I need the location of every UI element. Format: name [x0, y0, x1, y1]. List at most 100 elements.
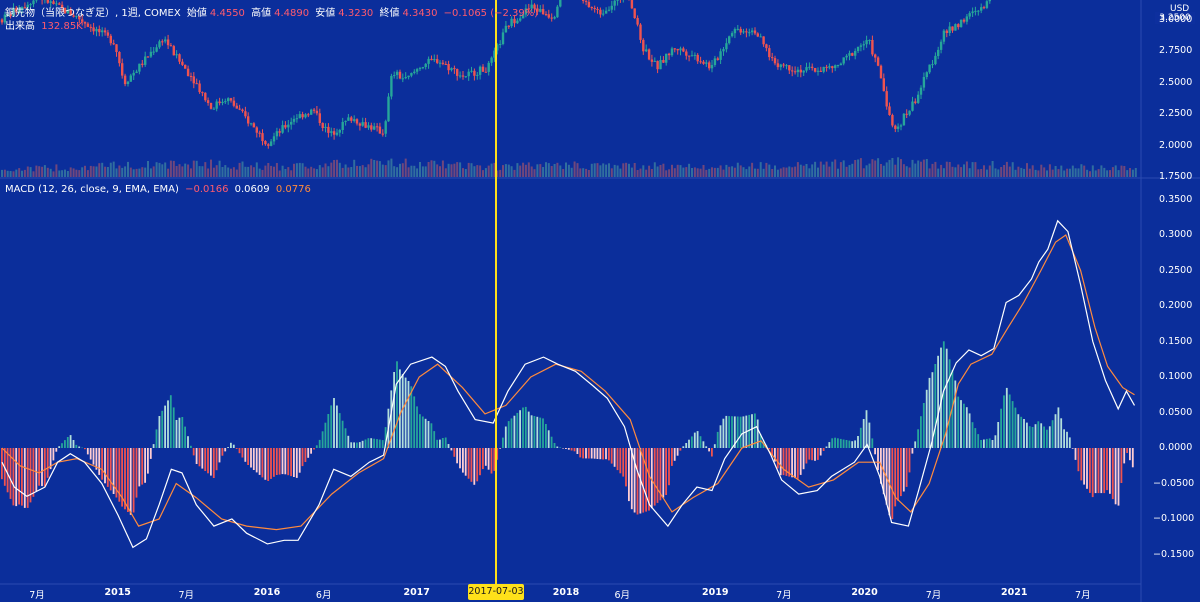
volume-bar — [504, 164, 507, 177]
macd-legend: MACD (12, 26, close, 9, EMA, EMA) −0.016… — [5, 184, 314, 195]
histogram-bar — [756, 419, 759, 448]
candle-body — [315, 110, 319, 114]
candle-body — [808, 66, 811, 68]
candle-body — [298, 114, 301, 119]
histogram-bar — [1123, 448, 1126, 464]
histogram-bar — [1040, 423, 1043, 448]
volume-bar — [937, 168, 940, 177]
histogram-bar — [633, 448, 636, 513]
histogram-bar — [118, 448, 121, 502]
volume-bar — [399, 163, 401, 177]
volume-bar — [32, 171, 35, 177]
candle-body — [318, 113, 321, 123]
candle-body — [582, 0, 585, 1]
histogram-bar — [184, 426, 186, 448]
histogram-bar — [15, 448, 18, 507]
candlesticks — [0, 0, 991, 149]
candle-body — [146, 56, 150, 58]
volume-bar — [963, 164, 965, 177]
histogram-bar — [1117, 448, 1120, 506]
candle-body — [891, 115, 894, 126]
candle-body — [759, 36, 762, 38]
histogram-bar — [1131, 448, 1134, 468]
volume-bar — [310, 166, 313, 177]
histogram-bar — [653, 448, 656, 506]
volume-bar — [917, 160, 920, 177]
histogram-bar — [808, 448, 811, 460]
candle-body — [324, 126, 327, 128]
volume-bar — [273, 166, 275, 177]
histogram-bar — [590, 448, 593, 459]
histogram-bar — [187, 436, 189, 448]
volume-bar — [261, 169, 264, 177]
histogram-bar — [934, 364, 937, 448]
volume-bar — [928, 168, 931, 177]
volume-bar — [390, 158, 393, 177]
candle-body — [312, 109, 316, 111]
macd-tick-label: 0.3000 — [1159, 229, 1193, 240]
histogram-bar — [175, 420, 178, 448]
volume-bar — [1131, 169, 1134, 177]
histogram-bar — [977, 434, 980, 448]
candle-body — [773, 58, 777, 64]
candle-body — [470, 70, 473, 72]
volume-bar — [444, 168, 447, 177]
histogram-bar — [539, 417, 542, 448]
volume-bar — [92, 166, 95, 177]
volume-bar — [567, 164, 570, 177]
macd-tick-label: −0.1500 — [1153, 548, 1195, 560]
histogram-bar — [313, 448, 315, 450]
histogram-bar — [716, 431, 719, 448]
histogram-bar — [261, 448, 264, 478]
histogram-bar — [112, 448, 115, 494]
volume-bar — [522, 162, 525, 177]
volume-bar — [212, 167, 215, 177]
histogram-bar — [702, 441, 705, 448]
histogram-bar — [1026, 422, 1028, 448]
candle-body — [292, 118, 296, 122]
histogram-bar — [487, 448, 490, 470]
histogram-bar — [482, 448, 484, 470]
volume-bar — [900, 159, 902, 177]
histogram-bar — [459, 448, 461, 469]
histogram-bar — [900, 448, 902, 497]
candle-body — [499, 44, 502, 45]
volume-bar — [897, 157, 900, 177]
candle-body — [919, 87, 923, 95]
histogram-bar — [52, 448, 55, 461]
candle-body — [642, 39, 645, 52]
volume-bar — [957, 164, 960, 177]
volume-bar — [696, 168, 699, 177]
volume-bar — [562, 169, 565, 177]
candle-body — [504, 25, 508, 33]
candle-body — [739, 28, 742, 33]
histogram-bar — [164, 405, 166, 448]
candle-body — [209, 103, 213, 109]
histogram-bar — [381, 440, 384, 448]
volume-bar — [1117, 170, 1120, 177]
volume-bar — [914, 163, 917, 177]
candle-body — [962, 19, 966, 22]
histogram-bar — [645, 448, 647, 512]
histogram-bar — [894, 448, 897, 507]
candle-body — [690, 55, 694, 57]
histogram-bar — [859, 427, 862, 448]
volume-bar — [427, 162, 430, 177]
candle-body — [169, 45, 173, 47]
histogram-bar — [1114, 448, 1117, 505]
candle-body — [473, 70, 476, 76]
volume-bar — [1060, 165, 1063, 177]
volume-bar — [370, 158, 373, 177]
histogram-bar — [619, 448, 622, 474]
histogram-bar — [232, 444, 235, 448]
histogram-bar — [925, 389, 928, 448]
volume-bar — [290, 170, 293, 177]
candle-body — [782, 64, 785, 66]
candle-body — [584, 0, 588, 2]
candle-body — [828, 66, 831, 68]
histogram-bar — [493, 448, 496, 471]
histogram-bar — [141, 448, 144, 485]
volume-bar — [230, 168, 232, 177]
volume-bar — [1051, 169, 1054, 177]
